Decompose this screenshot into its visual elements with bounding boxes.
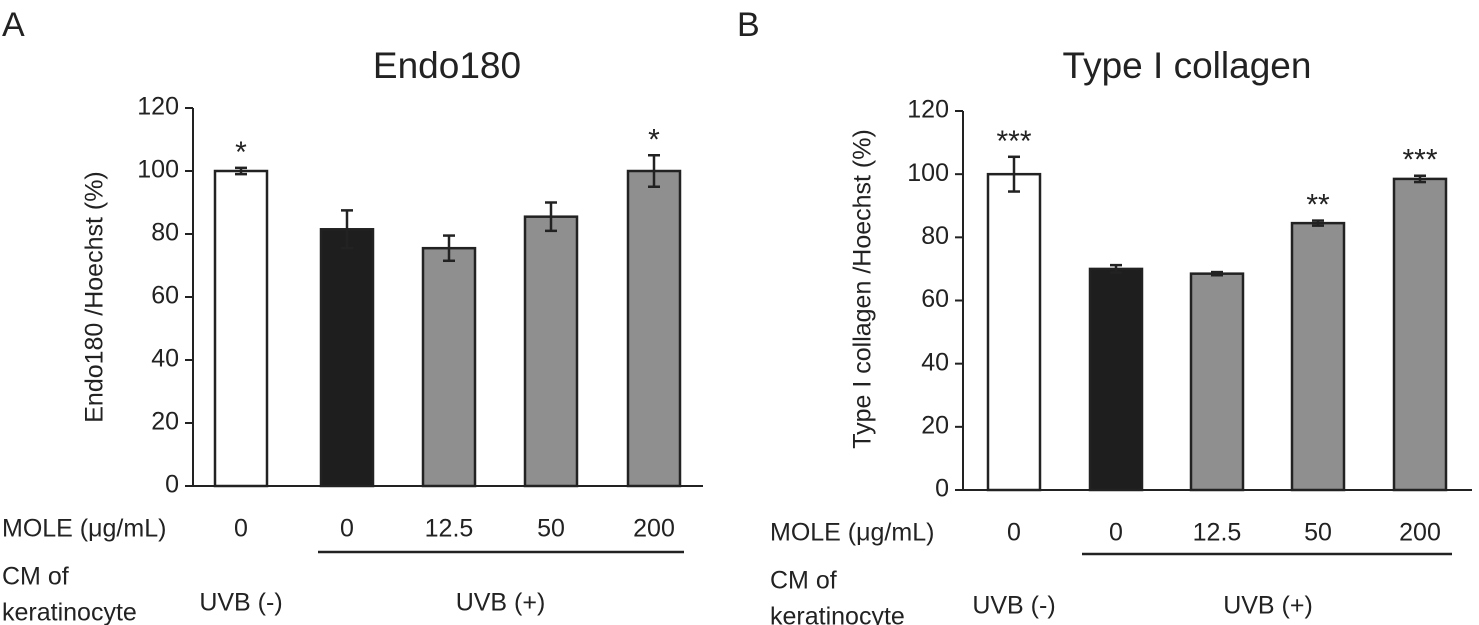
significance-mark: *** (996, 125, 1031, 158)
y-tick-label: 100 (907, 159, 949, 187)
y-tick-label: 120 (907, 96, 949, 124)
y-tick-label: 40 (921, 348, 949, 376)
y-tick-label: 100 (137, 156, 179, 184)
significance-mark: *** (1402, 144, 1437, 177)
y-tick-label: 40 (151, 345, 179, 373)
cm-row-label: CM of (770, 567, 837, 595)
group-label: UVB (-) (972, 592, 1055, 620)
y-tick-label: 20 (921, 411, 949, 439)
y-tick-label: 120 (137, 93, 179, 121)
cm-row-label: keratinocyte (770, 603, 905, 625)
mole-row-label: MOLE (μg/mL) (2, 515, 166, 543)
group-label: UVB (+) (456, 589, 546, 617)
y-tick-label: 60 (151, 282, 179, 310)
bar (626, 169, 682, 488)
x-category-label: 12.5 (425, 515, 474, 543)
bar (986, 172, 1042, 492)
x-category-label: 0 (340, 515, 354, 543)
y-tick-label: 60 (921, 285, 949, 313)
y-axis-label: Endo180 /Hoechst (%) (81, 171, 109, 423)
x-category-label: 0 (1007, 519, 1021, 547)
y-tick-label: 0 (935, 475, 949, 503)
y-axis-label: Type I collagen /Hoechst (%) (849, 129, 877, 449)
chart-panel-a: A Endo180 Endo180 /Hoechst (%) 0 20 40 60 80 100… (2, 6, 703, 625)
x-category-label: 50 (537, 515, 565, 543)
chart-title: Endo180 (373, 45, 521, 86)
x-category-label: 200 (1399, 519, 1441, 547)
chart-panel-b: B Type I collagen Type I collagen /Hoechst… (737, 6, 1472, 625)
group-label: UVB (+) (1223, 592, 1313, 620)
cm-row-label: keratinocyte (2, 599, 137, 625)
panel-label: A (2, 6, 25, 44)
significance-mark: ** (1306, 189, 1330, 222)
significance-mark: * (235, 136, 247, 169)
bar (1088, 267, 1144, 492)
chart-title: Type I collagen (1063, 45, 1312, 86)
significance-mark: * (648, 123, 660, 156)
bar (213, 169, 269, 488)
y-tick-label: 0 (165, 471, 179, 499)
x-category-label: 50 (1304, 519, 1332, 547)
panel-label: B (737, 6, 760, 44)
y-tick-label: 80 (921, 222, 949, 250)
x-category-label: 12.5 (1193, 519, 1242, 547)
bar (1189, 272, 1245, 492)
bar (421, 246, 477, 488)
cm-row-label: CM of (2, 563, 69, 591)
group-label: UVB (-) (199, 589, 282, 617)
mole-row-label: MOLE (μg/mL) (770, 519, 934, 547)
y-tick-label: 20 (151, 408, 179, 436)
y-tick-label: 80 (151, 219, 179, 247)
x-category-label: 200 (633, 515, 675, 543)
bar (523, 215, 579, 488)
x-category-label: 0 (1109, 519, 1123, 547)
x-category-label: 0 (234, 515, 248, 543)
bar (1392, 177, 1448, 492)
bar (319, 228, 375, 488)
bar (1290, 221, 1346, 492)
